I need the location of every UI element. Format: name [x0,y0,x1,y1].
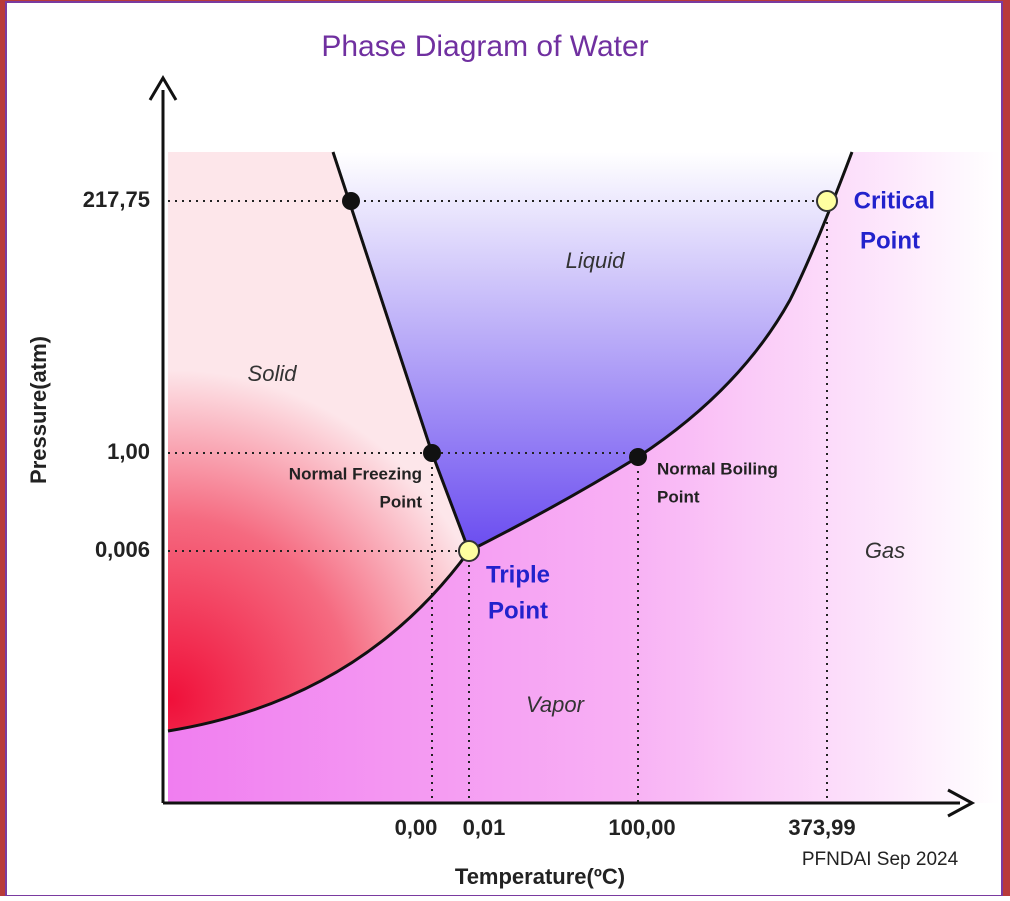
point-label: Point [488,597,548,624]
x-tick-label: 0,01 [463,815,506,840]
region-label: Solid [248,361,298,386]
x-axis-label: Temperature(ºC) [455,864,625,889]
x-tick-label: 0,00 [395,815,438,840]
point [342,192,360,210]
y-tick-label: 217,75 [83,187,150,212]
point-label: Point [380,492,423,511]
credit: PFNDAI Sep 2024 [802,849,959,870]
y-tick-label: 0,006 [95,537,150,562]
point [629,448,647,466]
x-tick-label: 373,99 [788,815,855,840]
point-label: Critical [854,187,935,214]
point-label: Point [657,487,700,506]
diagram: Phase Diagram of Water 217,75 1,00 0,006… [0,0,1010,896]
region-label: Gas [865,538,905,563]
point-label: Point [860,227,920,254]
y-tick-label: 1,00 [107,439,150,464]
point [817,191,837,211]
point-label: Normal Boiling [657,459,778,478]
title: Phase Diagram of Water [321,30,648,63]
point-label: Triple [486,561,550,588]
region-label: Vapor [526,692,586,717]
y-axis-label: Pressure(atm) [26,336,51,484]
region-label: Liquid [566,248,625,273]
point-label: Normal Freezing [289,464,422,483]
point [423,444,441,462]
x-tick-label: 100,00 [608,815,675,840]
point [459,541,479,561]
